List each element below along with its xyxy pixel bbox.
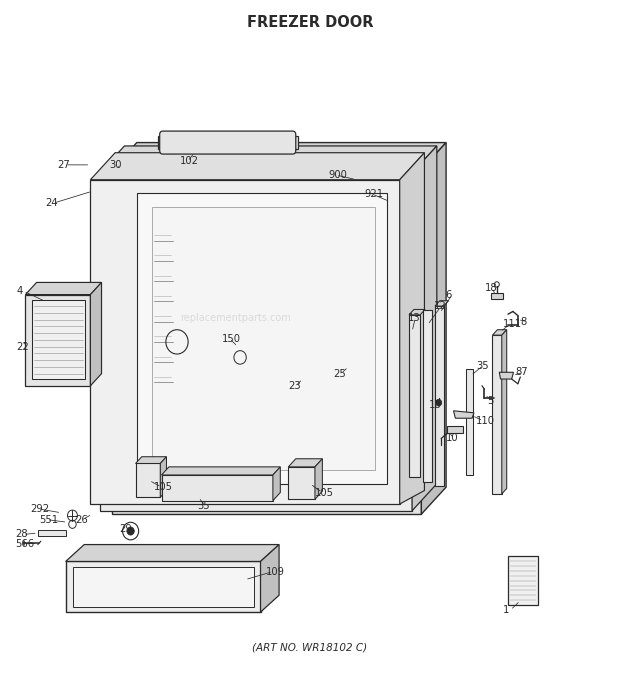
Text: 105: 105 [315,487,334,498]
Polygon shape [32,300,86,379]
Text: 150: 150 [222,334,241,343]
Text: 28: 28 [16,529,28,540]
Polygon shape [162,475,273,501]
Text: 22: 22 [16,342,29,351]
Circle shape [127,527,135,535]
Polygon shape [112,170,422,514]
Polygon shape [159,136,298,150]
Text: 111: 111 [503,319,522,328]
Text: 18: 18 [484,283,497,293]
Polygon shape [492,330,507,335]
Text: 900: 900 [329,170,347,180]
Text: 10: 10 [446,433,459,443]
Polygon shape [66,544,279,561]
Polygon shape [136,457,167,464]
Text: FREEZER DOOR: FREEZER DOOR [247,16,373,30]
Text: replacementparts.com: replacementparts.com [180,313,291,323]
Text: 27: 27 [58,160,70,170]
Text: 30: 30 [109,160,122,170]
Text: 23: 23 [288,380,301,391]
Text: 87: 87 [515,368,528,377]
Polygon shape [288,459,322,467]
Polygon shape [273,467,280,501]
Text: 102: 102 [180,156,199,167]
Polygon shape [412,146,437,510]
Polygon shape [400,153,425,504]
Polygon shape [466,369,473,475]
Text: 4: 4 [16,286,22,297]
Polygon shape [136,464,161,498]
Text: 18: 18 [429,399,441,410]
Text: 24: 24 [45,198,58,209]
Text: 105: 105 [154,482,173,492]
Text: 13: 13 [408,313,420,323]
Text: 12: 12 [434,301,446,311]
Text: 551: 551 [39,515,58,525]
Polygon shape [162,467,280,475]
Text: 25: 25 [334,369,346,378]
Polygon shape [499,372,513,379]
Polygon shape [409,315,420,477]
Polygon shape [153,206,375,471]
Text: (ART NO. WR18102 C): (ART NO. WR18102 C) [252,643,368,653]
Text: 35: 35 [476,361,489,370]
Polygon shape [448,427,463,433]
Polygon shape [112,143,446,170]
Text: 921: 921 [365,189,384,199]
Polygon shape [490,293,503,299]
Polygon shape [508,556,538,605]
Polygon shape [260,544,279,612]
FancyBboxPatch shape [160,131,296,154]
Polygon shape [38,529,66,536]
Text: 292: 292 [30,504,50,514]
Polygon shape [66,561,260,612]
Text: 6: 6 [445,290,451,300]
Text: 109: 109 [265,567,285,577]
Circle shape [436,399,442,406]
Polygon shape [435,306,444,486]
Text: 26: 26 [75,515,87,525]
Polygon shape [73,567,254,607]
Polygon shape [137,193,388,484]
Text: 110: 110 [476,416,495,426]
Polygon shape [502,330,507,494]
Polygon shape [315,459,322,500]
Text: 566: 566 [16,539,35,549]
Polygon shape [25,294,91,386]
Polygon shape [453,411,474,418]
Polygon shape [91,179,400,504]
Polygon shape [288,467,315,500]
Polygon shape [100,146,437,173]
Polygon shape [161,457,167,498]
Polygon shape [409,309,425,315]
Polygon shape [435,301,448,306]
Polygon shape [100,173,412,510]
Polygon shape [91,153,425,179]
Text: 1: 1 [503,605,510,615]
Text: 8: 8 [520,317,526,326]
Polygon shape [422,143,446,514]
Circle shape [220,141,224,145]
Polygon shape [492,335,502,494]
Text: 29: 29 [120,524,132,534]
Text: 35: 35 [197,501,210,511]
Polygon shape [423,310,433,482]
Text: 14: 14 [278,146,290,156]
Polygon shape [25,282,102,294]
Text: 5: 5 [487,395,494,406]
Polygon shape [91,282,102,386]
